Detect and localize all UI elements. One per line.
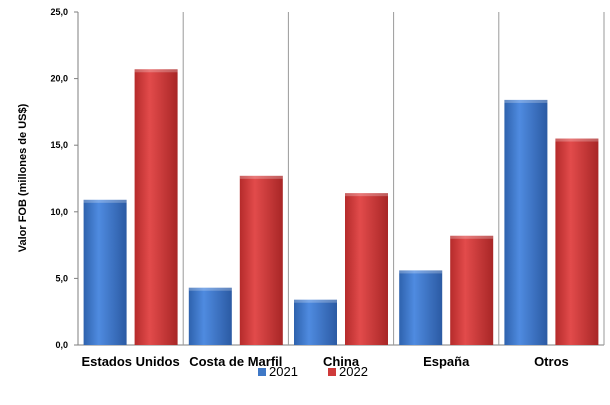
bar-highlight <box>555 138 599 142</box>
y-tick-label: 0,0 <box>55 340 68 350</box>
x-category-label: Estados Unidos <box>81 354 179 369</box>
x-category-label: China <box>323 354 360 369</box>
y-tick-label: 20,0 <box>50 74 68 84</box>
bar-2022-4 <box>555 138 599 345</box>
y-axis-title: Valor FOB (millones de US$) <box>17 103 29 252</box>
bar-2022-2 <box>345 193 388 345</box>
bar-2021-3 <box>399 270 443 345</box>
bar-2021-2 <box>294 299 337 345</box>
bar-2021-0 <box>83 199 127 345</box>
bar-2022-3 <box>450 235 494 345</box>
bar-2022-0 <box>134 69 178 345</box>
bar-2021-4 <box>504 99 548 345</box>
legend-swatch-2021 <box>258 368 266 376</box>
y-tick-label: 15,0 <box>50 140 68 150</box>
bar-2021-1 <box>188 287 232 345</box>
bar-highlight <box>345 193 388 197</box>
bar-highlight <box>399 270 443 274</box>
y-tick-label: 25,0 <box>50 7 68 17</box>
bar-highlight <box>134 69 178 73</box>
bar-2022-1 <box>239 175 283 345</box>
x-category-label: España <box>423 354 470 369</box>
bar-highlight <box>294 299 337 303</box>
legend-label-2021: 2021 <box>269 364 298 379</box>
bar-highlight <box>188 287 232 291</box>
y-tick-label: 5,0 <box>55 273 68 283</box>
plot-area: 0,0 5,0 10,0 15,0 20,0 25,0 Estados Unidos Cost… <box>50 7 605 379</box>
legend-swatch-2022 <box>328 368 336 376</box>
x-category-label: Otros <box>534 354 569 369</box>
x-category-label: Costa de Marfil <box>189 354 282 369</box>
bar-highlight <box>239 175 283 179</box>
bar-highlight <box>83 199 127 203</box>
bar-highlight <box>450 235 494 239</box>
bar-highlight <box>504 99 548 103</box>
legend-label-2022: 2022 <box>339 364 368 379</box>
y-tick-label: 10,0 <box>50 207 68 217</box>
